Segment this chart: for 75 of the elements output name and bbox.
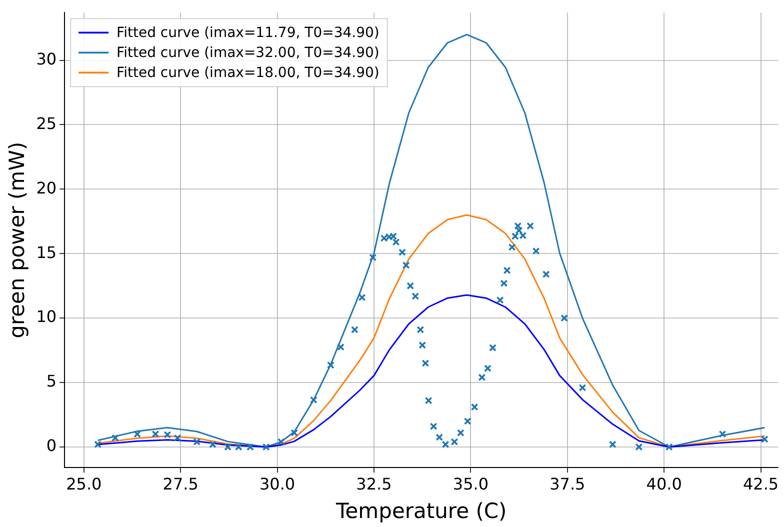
point (412, 292, 420, 300)
y-tick-label: 5 (46, 372, 57, 391)
point (337, 343, 344, 351)
point (262, 443, 270, 451)
point (508, 243, 516, 251)
point (398, 248, 406, 256)
point (450, 438, 458, 446)
point (358, 294, 366, 302)
x-tick-label: 25.0 (66, 474, 102, 494)
point (164, 431, 172, 438)
point (234, 443, 242, 451)
point (224, 443, 232, 451)
y-tick-label: 15 (36, 242, 57, 262)
y-tick-label: 10 (36, 307, 57, 326)
point (635, 443, 643, 451)
x-axis-title: Temperature (C) (335, 498, 507, 523)
point (519, 232, 527, 240)
point (380, 234, 388, 242)
point (134, 430, 142, 438)
point (277, 438, 285, 446)
point (402, 262, 410, 269)
point (470, 403, 478, 411)
point (385, 233, 393, 241)
point (608, 440, 616, 448)
x-tick-label: 40.0 (646, 474, 682, 494)
point (532, 247, 540, 255)
point (496, 296, 504, 304)
point (456, 429, 464, 437)
point (511, 232, 519, 240)
y-tick-label: 30 (36, 49, 57, 68)
point (174, 434, 182, 442)
point (500, 280, 508, 288)
point (310, 396, 318, 404)
x-tick-label: 35.0 (452, 474, 489, 494)
y-tick-label: 25 (36, 114, 57, 133)
x-tick-label: 27.5 (162, 474, 198, 494)
point (760, 436, 768, 443)
point (418, 341, 426, 349)
point (208, 440, 216, 448)
point (464, 417, 472, 425)
point (246, 443, 254, 451)
x-tick-label: 30.0 (259, 474, 296, 494)
point (503, 266, 511, 274)
x-tick-label: 32.5 (356, 474, 392, 494)
point (718, 430, 726, 438)
point (542, 270, 550, 278)
point (436, 434, 444, 442)
point (112, 434, 119, 442)
point (484, 364, 492, 372)
point (369, 254, 377, 262)
point (478, 374, 486, 382)
point (350, 326, 358, 334)
x-tick-label: 37.5 (550, 474, 586, 494)
point (578, 384, 586, 392)
point (416, 326, 424, 334)
legend-label: Fitted curve (imax=32.00, T0=34.90) (116, 45, 380, 62)
point (326, 361, 334, 369)
point (430, 422, 438, 430)
y-tick-label: 0 (46, 436, 57, 456)
point (424, 396, 432, 404)
legend-label: Fitted curve (imax=11.79, T0=34.90) (116, 25, 380, 42)
point (152, 430, 160, 438)
y-axis-title: green power (mW) (5, 142, 30, 338)
legend-label: Fitted curve (imax=18.00, T0=34.90) (116, 65, 380, 82)
x-tick-label: 42.5 (742, 474, 779, 494)
point (526, 222, 534, 230)
point (193, 438, 201, 446)
point (489, 344, 496, 352)
point (422, 359, 430, 367)
point (406, 282, 414, 290)
point (442, 440, 450, 448)
point (560, 314, 568, 322)
y-tick-label: 20 (36, 178, 57, 198)
point (290, 429, 298, 437)
point (665, 443, 673, 451)
